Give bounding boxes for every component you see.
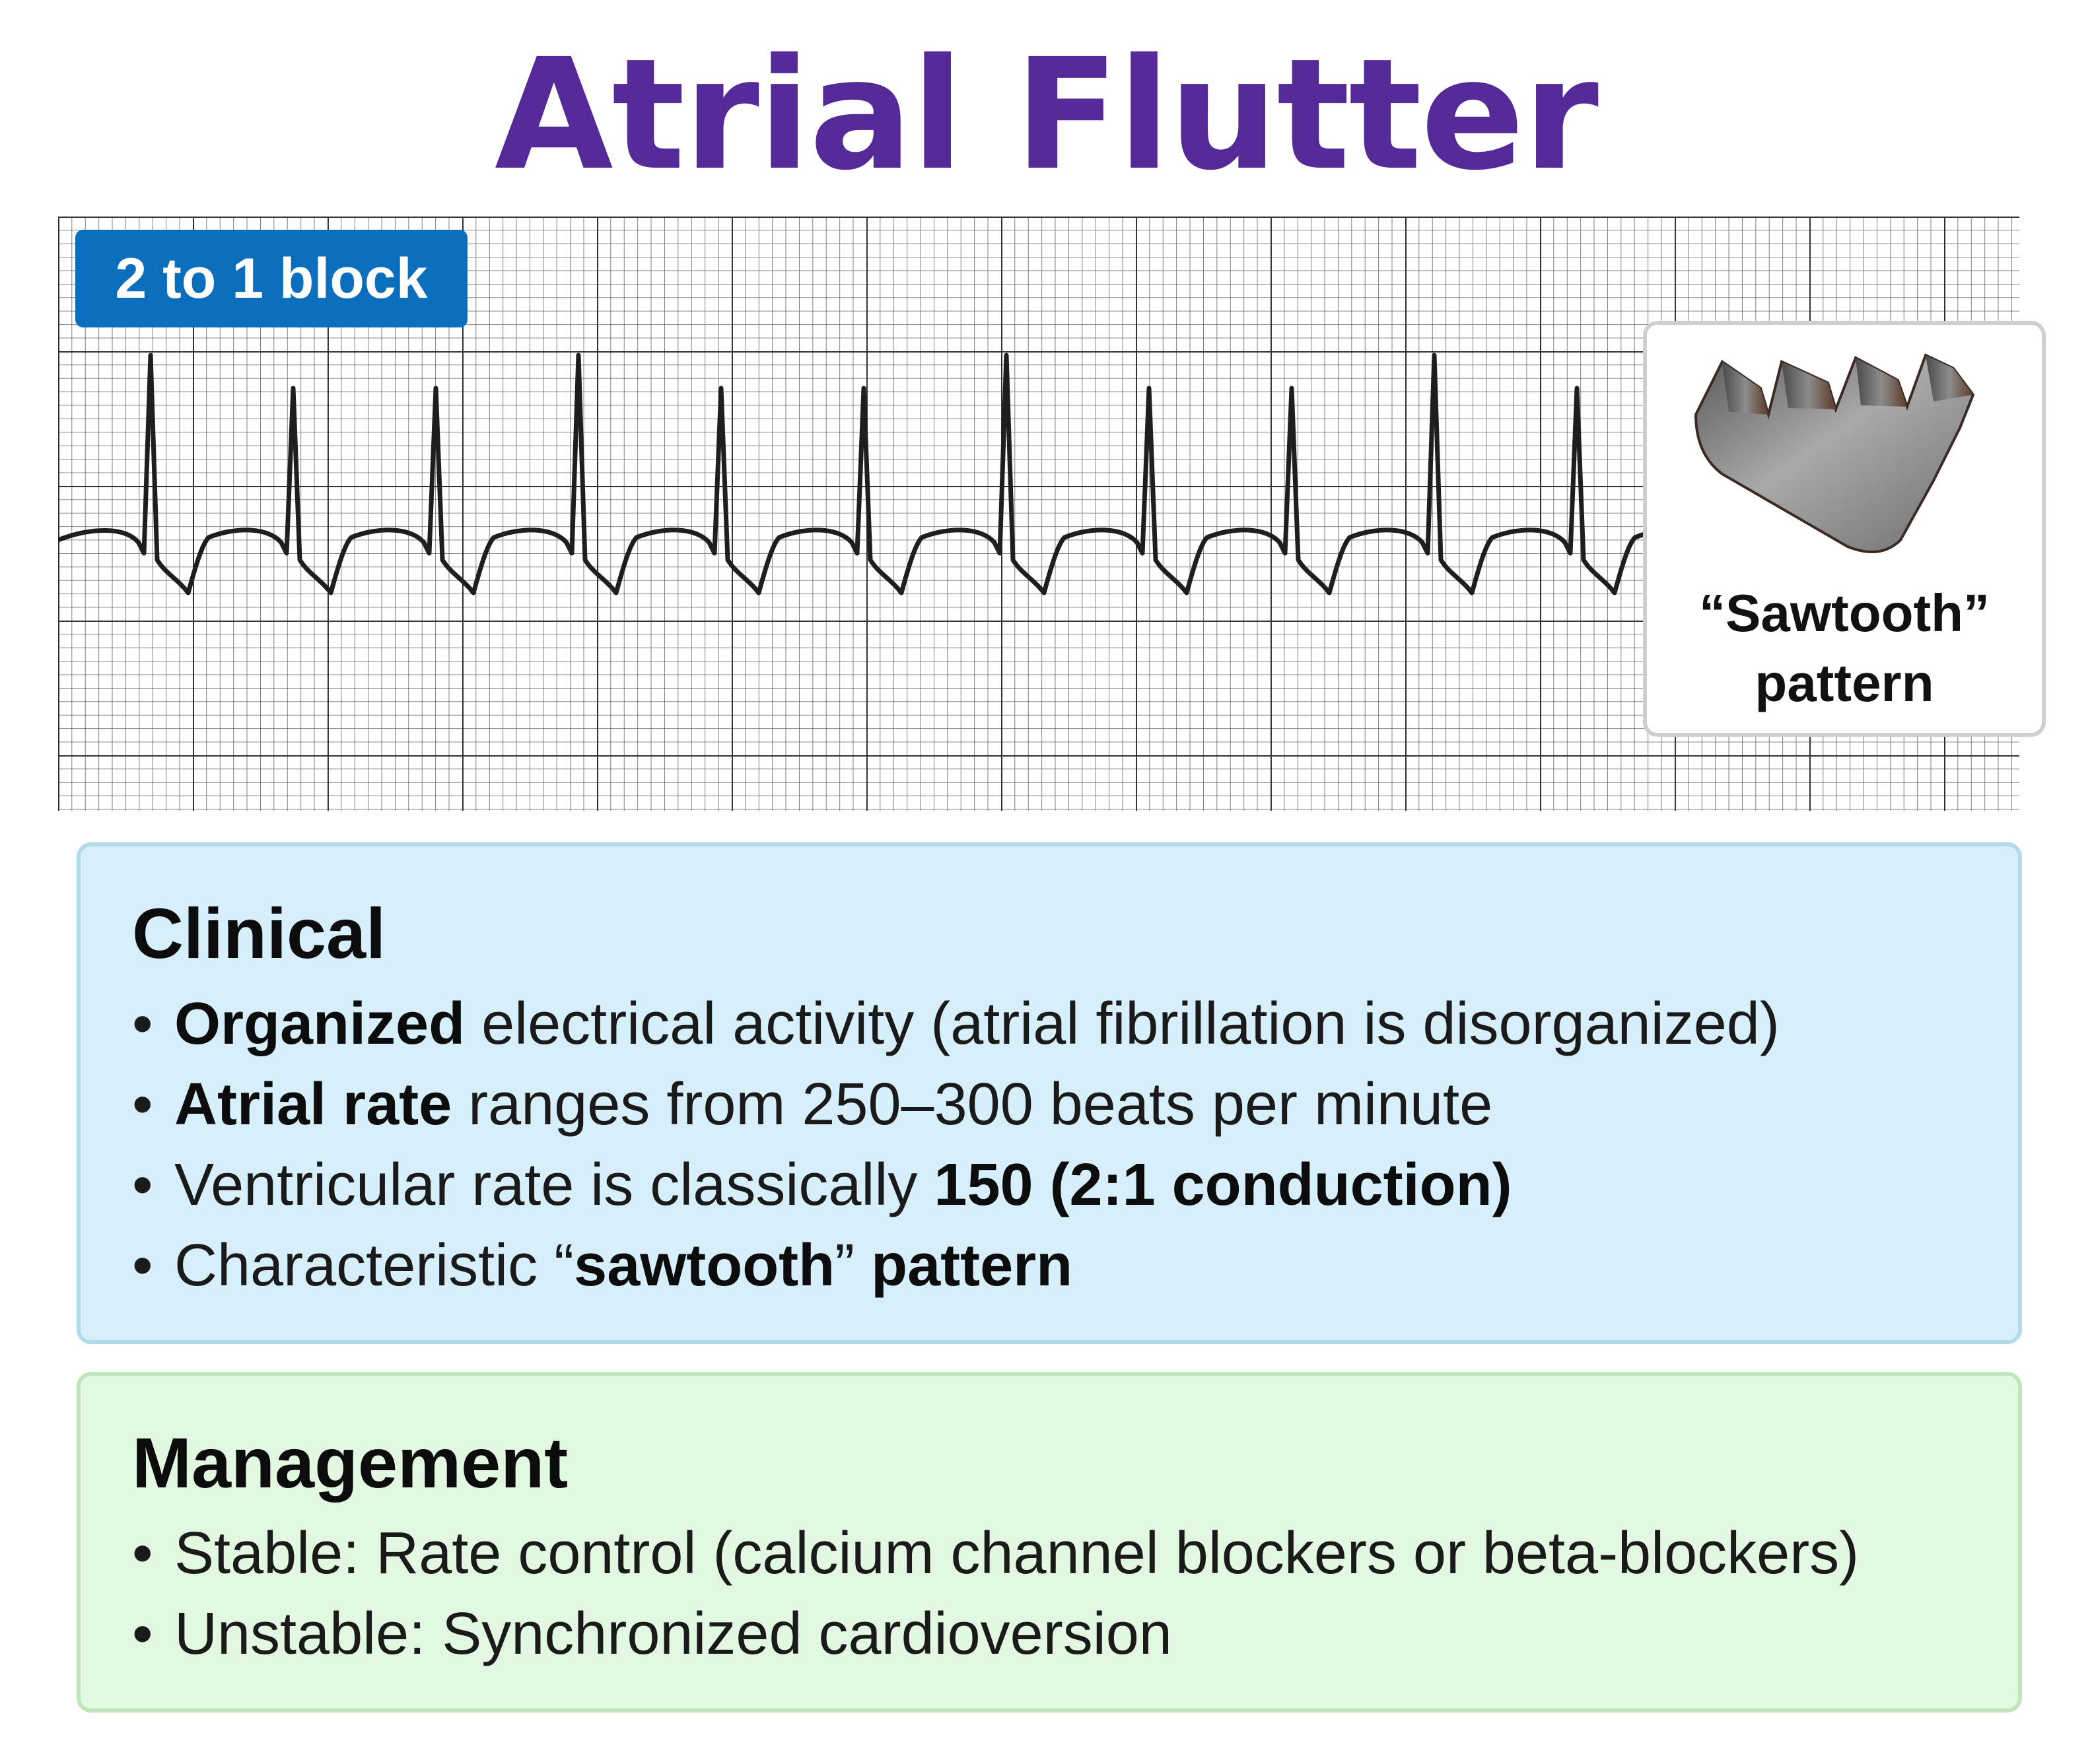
bullet-dot: • <box>132 991 153 1057</box>
ecg-waveform <box>58 353 1780 595</box>
bullet-dot: • <box>132 1520 153 1586</box>
clinical-item-text: Characteristic “ <box>174 1233 575 1299</box>
clinical-item: • Characteristic “sawtooth” pattern <box>132 1225 1967 1306</box>
two-to-one-block-badge: 2 to 1 block <box>75 230 468 327</box>
clinical-item-bold: Organized <box>174 991 466 1057</box>
bullet-dot: • <box>132 1601 153 1667</box>
bullet-dot: • <box>132 1152 153 1218</box>
sawtooth-caption: “Sawtooth” pattern <box>1647 578 2042 718</box>
clinical-item-text: ” <box>835 1233 872 1299</box>
clinical-item: • Atrial rate ranges from 250–300 beats … <box>132 1064 1967 1145</box>
clinical-item: • Ventricular rate is classically 150 (2… <box>132 1145 1967 1225</box>
sawblade-icon <box>1694 353 1975 553</box>
clinical-item-bold: sawtooth <box>574 1233 835 1299</box>
bullet-dot: • <box>132 1233 153 1299</box>
badge-label: 2 to 1 block <box>115 246 428 310</box>
clinical-item-bold: 150 (2:1 conduction) <box>934 1152 1512 1218</box>
sawtooth-inset: “Sawtooth” pattern <box>1643 321 2046 737</box>
management-panel: Management • Stable: Rate control (calci… <box>77 1372 2022 1713</box>
management-item: • Unstable: Synchronized cardioversion <box>132 1594 1967 1674</box>
management-heading: Management <box>132 1423 569 1503</box>
page-title: Atrial Flutter <box>495 26 1599 204</box>
clinical-item-text: electrical activity (atrial fibrillation… <box>465 991 1780 1057</box>
clinical-item-bold: Atrial rate <box>174 1071 452 1137</box>
clinical-panel: Clinical • Organized electrical activity… <box>77 842 2022 1344</box>
management-item-text: Stable: Rate control (calcium channel bl… <box>174 1520 1860 1586</box>
clinical-item-bold: pattern <box>871 1233 1073 1299</box>
clinical-item-text: ranges from 250–300 beats per minute <box>452 1071 1493 1137</box>
bullet-dot: • <box>132 1071 153 1137</box>
clinical-item: • Organized electrical activity (atrial … <box>132 984 1967 1064</box>
sawtooth-caption-line-1: “Sawtooth” <box>1699 584 1990 642</box>
clinical-heading: Clinical <box>132 893 386 973</box>
management-item: • Stable: Rate control (calcium channel … <box>132 1513 1967 1594</box>
sawtooth-caption-line-2: pattern <box>1755 654 1934 712</box>
clinical-item-text: Ventricular rate is classically <box>174 1152 934 1218</box>
management-item-text: Unstable: Synchronized cardioversion <box>174 1601 1172 1667</box>
